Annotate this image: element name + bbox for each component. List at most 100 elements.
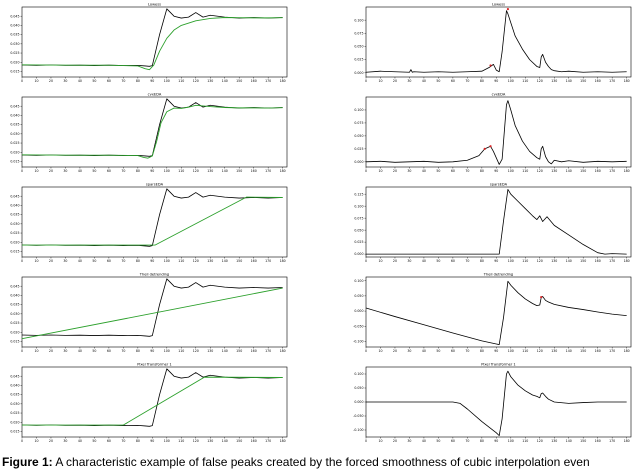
- y-tick-label: 0.100: [354, 204, 363, 208]
- x-tick-label: 120: [193, 79, 199, 83]
- x-tick-label: 70: [121, 169, 125, 173]
- x-tick-label: 100: [508, 79, 514, 83]
- x-tick-label: 40: [78, 79, 82, 83]
- y-tick-label: 0.030: [10, 42, 19, 46]
- x-tick-label: 70: [465, 439, 469, 443]
- x-tick-label: 130: [207, 259, 213, 263]
- x-tick-label: 40: [78, 349, 82, 353]
- x-tick-label: 130: [551, 349, 557, 353]
- plot-frame: [365, 96, 632, 168]
- x-tick-label: 80: [480, 349, 484, 353]
- y-tick-label: 0.035: [10, 393, 19, 397]
- x-tick-label: 50: [92, 349, 96, 353]
- chart-panel-4: cvxEDA 0 10 20 30 40 50 60 70 80 90 100 110 120 130 140…: [354, 93, 632, 173]
- signal-series-line: [366, 188, 627, 255]
- y-tick-label: 0.040: [10, 204, 19, 208]
- y-tick-label: 0.025: [354, 240, 363, 244]
- x-tick-label: 30: [407, 259, 411, 263]
- x-tick-label: 150: [236, 439, 242, 443]
- x-tick-label: 40: [422, 169, 426, 173]
- y-tick-label: 0.045: [10, 374, 19, 378]
- x-tick-label: 60: [107, 79, 111, 83]
- y-tick-label: -0.100: [353, 428, 363, 432]
- x-tick-label: 130: [551, 169, 557, 173]
- x-tick-label: 170: [265, 79, 271, 83]
- x-tick-label: 160: [251, 349, 257, 353]
- y-tick-label: 0.040: [10, 24, 19, 28]
- x-tick-label: 160: [595, 259, 601, 263]
- x-tick-label: 60: [451, 349, 455, 353]
- x-tick-label: 170: [265, 169, 271, 173]
- x-tick-label: 160: [251, 169, 257, 173]
- y-tick-label: 0.040: [10, 294, 19, 298]
- x-tick-label: 90: [494, 259, 498, 263]
- x-tick-label: 110: [178, 259, 184, 263]
- chart-panel-2: Lowess 0 10 20 30 40 50 60 70 80 90 100 110 120 130 140…: [354, 3, 632, 83]
- x-tick-label: 130: [551, 259, 557, 263]
- y-tick-label: 0.015: [10, 250, 19, 254]
- y-tick-label: 0.030: [10, 312, 19, 316]
- signal-series-line: [365, 280, 627, 345]
- y-tick-label: -0.050: [353, 414, 363, 418]
- chart-title: Lowess: [492, 3, 505, 7]
- x-tick-label: 70: [465, 169, 469, 173]
- y-tick-label: 0.020: [10, 420, 19, 424]
- peak-marker: [489, 64, 492, 67]
- x-tick-label: 170: [609, 349, 615, 353]
- x-tick-label: 40: [422, 439, 426, 443]
- y-tick-label: 0.000: [354, 252, 363, 256]
- chart-panel-6: sparsEDA 0 10 20 30 40 50 60 70 80 90 100 110 120 130 1…: [354, 183, 632, 263]
- y-tick-label: 0.025: [10, 411, 19, 415]
- x-tick-label: 50: [436, 349, 440, 353]
- x-tick-label: 10: [34, 79, 38, 83]
- x-tick-label: 180: [624, 259, 630, 263]
- y-tick-label: 0.045: [10, 194, 19, 198]
- x-tick-label: 20: [49, 79, 53, 83]
- x-tick-label: 100: [508, 169, 514, 173]
- y-tick-label: 0.075: [354, 31, 363, 35]
- y-tick-label: 0.050: [354, 294, 363, 298]
- x-tick-label: 120: [537, 79, 543, 83]
- x-tick-label: 0: [21, 439, 23, 443]
- x-tick-label: 140: [222, 349, 228, 353]
- x-tick-label: 170: [265, 259, 271, 263]
- y-tick-label: 0.000: [354, 160, 363, 164]
- x-tick-label: 170: [609, 439, 615, 443]
- signal-series-line: [21, 278, 283, 337]
- y-tick-label: 0.125: [354, 192, 363, 196]
- x-tick-label: 50: [436, 259, 440, 263]
- x-tick-label: 90: [150, 439, 154, 443]
- x-tick-label: 30: [407, 439, 411, 443]
- peak-marker: [489, 145, 492, 148]
- x-tick-label: 10: [34, 349, 38, 353]
- x-tick-label: 150: [236, 349, 242, 353]
- chart-panel-8: Theil detrending 0 10 20 30 40 50 60 70 80 90 100 11…: [353, 273, 632, 353]
- x-tick-label: 40: [78, 259, 82, 263]
- x-tick-label: 150: [580, 259, 586, 263]
- x-tick-label: 140: [566, 79, 572, 83]
- y-tick-label: 0.030: [10, 222, 19, 226]
- x-tick-label: 60: [107, 169, 111, 173]
- x-tick-label: 140: [566, 169, 572, 173]
- x-tick-label: 10: [34, 259, 38, 263]
- x-tick-label: 10: [34, 439, 38, 443]
- x-tick-label: 160: [251, 259, 257, 263]
- x-tick-label: 60: [451, 169, 455, 173]
- y-tick-label: 0.025: [354, 147, 363, 151]
- x-tick-label: 100: [508, 439, 514, 443]
- x-tick-label: 30: [407, 349, 411, 353]
- x-tick-label: 50: [92, 439, 96, 443]
- x-tick-label: 180: [624, 349, 630, 353]
- x-tick-label: 20: [393, 79, 397, 83]
- x-tick-label: 130: [551, 79, 557, 83]
- x-tick-label: 110: [522, 439, 528, 443]
- x-tick-label: 170: [609, 259, 615, 263]
- chart-title: Theil detrending: [483, 273, 513, 277]
- x-tick-label: 50: [92, 79, 96, 83]
- x-tick-label: 160: [595, 79, 601, 83]
- x-tick-label: 40: [422, 79, 426, 83]
- x-tick-label: 60: [451, 439, 455, 443]
- fit-series-line: [21, 104, 283, 159]
- x-tick-label: 120: [537, 169, 543, 173]
- x-tick-label: 180: [624, 79, 630, 83]
